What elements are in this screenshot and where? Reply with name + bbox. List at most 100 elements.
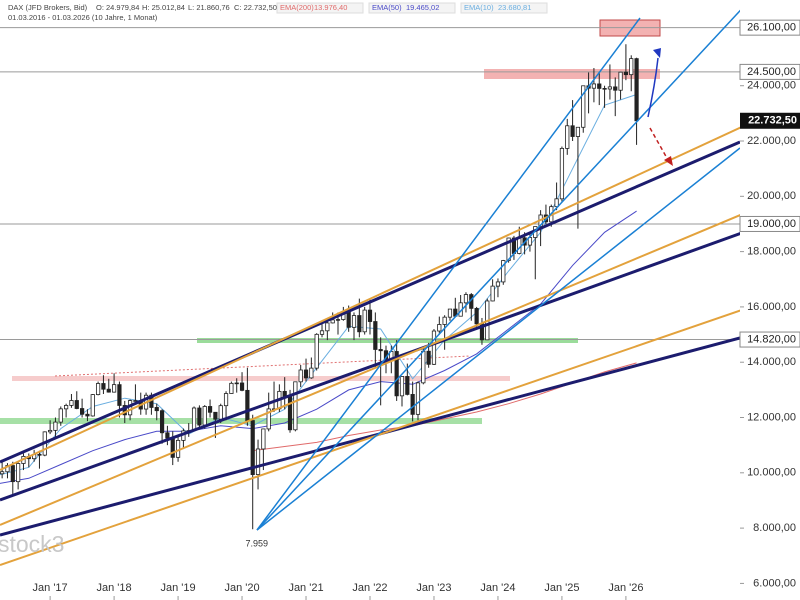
candle-body: [554, 198, 559, 208]
level-box: [739, 19, 800, 36]
candle-body: [229, 382, 234, 394]
candle-body: [575, 126, 581, 137]
candle-body: [346, 311, 351, 328]
candle-body: [629, 58, 634, 76]
x-tick-label: Jan '22: [352, 582, 387, 594]
x-tick-label: Jan '23: [416, 582, 451, 594]
trend-line: [0, 140, 741, 464]
candle-body: [602, 88, 607, 90]
candle-body: [330, 319, 335, 324]
arrow: [647, 57, 659, 118]
candle-body: [154, 407, 159, 412]
instrument: DAX (JFD Brokers, Bid): [8, 3, 88, 12]
candle-body: [90, 394, 95, 417]
candle-body: [207, 406, 213, 413]
candle-body: [501, 260, 506, 283]
x-tick-label: Jan '20: [224, 582, 259, 594]
legend-value: 13.976,40: [314, 3, 347, 12]
candle-body: [0, 471, 5, 475]
axis-bg: [740, 0, 800, 600]
date-range: 01.03.2016 - 01.03.2026 (10 Jahre, 1 Mon…: [8, 13, 158, 22]
trend-lines: [0, 0, 800, 566]
candle-body: [117, 384, 122, 406]
x-tick-label: Jan '24: [480, 582, 515, 594]
candle-body: [490, 285, 495, 302]
candle-body: [495, 281, 501, 287]
fan-line: [256, 147, 741, 531]
candle-body: [362, 309, 367, 333]
trend-line: [0, 289, 800, 566]
candle-body: [623, 71, 629, 76]
candle-body: [170, 437, 175, 458]
level-label: 26.100,00: [747, 22, 796, 34]
candle-body: [634, 58, 639, 122]
candle-body: [431, 330, 437, 365]
candle-body: [80, 408, 85, 415]
resistance-zone: [484, 69, 660, 79]
y-tick-label: 14.000,00: [747, 356, 796, 368]
candle-body: [165, 432, 170, 439]
candle-body: [597, 83, 602, 89]
candle-body: [239, 382, 245, 391]
legend-name: EMA(200): [280, 3, 314, 12]
fan-line: [256, 0, 751, 531]
legend-name: EMA(10): [464, 3, 494, 12]
candle-body: [245, 389, 250, 421]
x-tick-label: Jan '26: [608, 582, 643, 594]
watermark: stock3: [0, 531, 64, 557]
candle-body: [37, 454, 42, 456]
candle-body: [607, 86, 613, 90]
candle-body: [303, 369, 309, 379]
x-tick-label: Jan '18: [97, 582, 132, 594]
x-tick-label: Jan '25: [544, 582, 579, 594]
level-label: 24.500,00: [747, 66, 796, 78]
candle-body: [405, 376, 410, 395]
level-box: [739, 331, 800, 348]
y-tick-label: 22.000,00: [747, 135, 796, 147]
y-tick-label: 24.000,00: [747, 80, 796, 92]
candle-body: [101, 383, 106, 390]
candle-body: [159, 410, 165, 434]
quote: C: 22.732,50: [234, 3, 277, 12]
y-tick-label: 16.000,00: [747, 301, 796, 313]
candle-body: [218, 405, 223, 420]
y-tick-label: 20.000,00: [747, 190, 796, 202]
candle-body: [399, 376, 405, 397]
candle-body: [394, 351, 399, 397]
candle-body: [309, 367, 314, 379]
candle-body: [426, 350, 431, 365]
ema-line: [0, 210, 637, 484]
candle-body: [255, 448, 261, 475]
candle-body: [559, 148, 565, 200]
candle-body: [314, 333, 319, 369]
y-tick-label: 18.000,00: [747, 246, 796, 258]
candle-body: [16, 463, 21, 483]
legend-value: 23.680,81: [498, 3, 531, 12]
candle-body: [106, 388, 111, 393]
trend-line: [0, 189, 800, 526]
candle-body: [367, 309, 373, 322]
y-tick-label: 10.000,00: [747, 467, 796, 479]
candle-body: [223, 393, 229, 407]
support-zone: [0, 418, 482, 424]
candle-body: [415, 382, 421, 415]
candle-body: [319, 330, 325, 335]
candle-body: [421, 350, 426, 384]
candle-body: [95, 383, 101, 395]
candle-body: [69, 400, 74, 406]
legend-swatch: [368, 2, 456, 14]
resistance-zone: [12, 376, 510, 381]
quote: H: 25.012,84: [142, 3, 185, 12]
candle-body: [85, 413, 90, 417]
candle-body: [613, 86, 618, 91]
level-box: [739, 63, 800, 80]
legend-name: EMA(50): [372, 3, 402, 12]
candle-body: [197, 407, 202, 426]
trend-line: [0, 210, 800, 502]
axis: 24.000,00 22.000,00 20.000,00 18.000,00 16.0…: [33, 0, 800, 600]
candle-body: [111, 384, 117, 393]
candle-body: [378, 349, 383, 352]
candle-body: [373, 321, 378, 350]
candle-body: [581, 85, 586, 128]
